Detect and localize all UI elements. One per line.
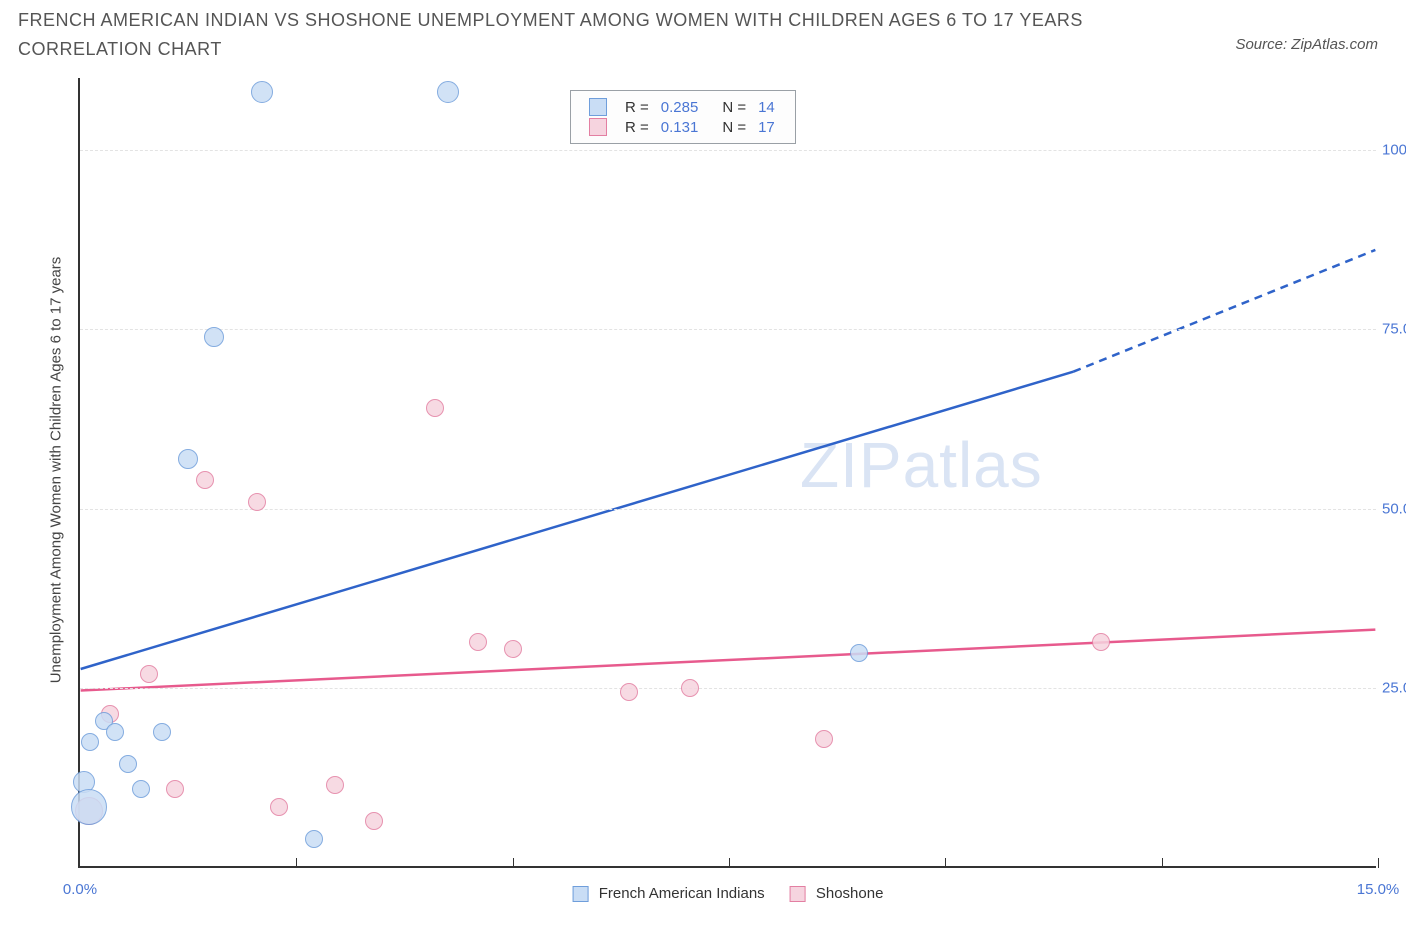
r-label: R = xyxy=(619,97,655,117)
trend-line xyxy=(81,372,1074,669)
swatch-series-b xyxy=(589,118,607,136)
gridline xyxy=(80,329,1376,330)
data-point-a xyxy=(437,81,459,103)
r-label: R = xyxy=(619,117,655,137)
chart-title: FRENCH AMERICAN INDIAN VS SHOSHONE UNEMP… xyxy=(18,6,1118,64)
source-attribution: Source: ZipAtlas.com xyxy=(1235,36,1378,53)
data-point-b xyxy=(620,683,638,701)
scatter-plot-area: ZIPatlas R = 0.285 N = 14 R = 0.131 N = … xyxy=(78,78,1376,868)
n-value-a: 14 xyxy=(752,97,781,117)
data-point-b xyxy=(196,471,214,489)
gridline xyxy=(80,688,1376,689)
data-point-b xyxy=(469,633,487,651)
data-point-a xyxy=(153,723,171,741)
data-point-a xyxy=(119,755,137,773)
data-point-b xyxy=(681,679,699,697)
data-point-b xyxy=(426,399,444,417)
data-point-a xyxy=(251,81,273,103)
data-point-b xyxy=(166,780,184,798)
data-point-a xyxy=(305,830,323,848)
legend-label-b: Shoshone xyxy=(816,885,884,902)
data-point-a xyxy=(204,327,224,347)
x-tick-label: 0.0% xyxy=(63,881,97,898)
trend-lines-layer xyxy=(80,78,1376,866)
series-legend: French American Indians Shoshone xyxy=(573,885,884,902)
data-point-a xyxy=(178,449,198,469)
r-value-b: 0.131 xyxy=(655,117,705,137)
gridline xyxy=(80,150,1376,151)
n-value-b: 17 xyxy=(752,117,781,137)
x-tick xyxy=(1162,858,1163,868)
data-point-a xyxy=(106,723,124,741)
x-tick xyxy=(513,858,514,868)
n-label: N = xyxy=(716,117,752,137)
trend-line xyxy=(1073,250,1375,372)
r-value-a: 0.285 xyxy=(655,97,705,117)
data-point-a xyxy=(850,644,868,662)
data-point-b xyxy=(1092,633,1110,651)
x-tick xyxy=(729,858,730,868)
x-tick xyxy=(945,858,946,868)
data-point-b xyxy=(365,812,383,830)
swatch-series-a xyxy=(573,886,589,902)
y-axis-label: Unemployment Among Women with Children A… xyxy=(48,257,65,684)
data-point-b xyxy=(270,798,288,816)
legend-row-series-a: R = 0.285 N = 14 xyxy=(583,97,781,117)
trend-line xyxy=(81,630,1376,691)
data-point-b xyxy=(815,730,833,748)
gridline xyxy=(80,509,1376,510)
x-tick-label: 15.0% xyxy=(1357,881,1400,898)
y-tick-label: 75.0% xyxy=(1382,321,1406,338)
correlation-legend: R = 0.285 N = 14 R = 0.131 N = 17 xyxy=(570,90,796,144)
data-point-a xyxy=(132,780,150,798)
swatch-series-b xyxy=(790,886,806,902)
y-tick-label: 25.0% xyxy=(1382,680,1406,697)
data-point-b xyxy=(140,665,158,683)
data-point-a xyxy=(71,789,107,825)
y-tick-label: 100.0% xyxy=(1382,141,1406,158)
swatch-series-a xyxy=(589,98,607,116)
x-tick xyxy=(1378,858,1379,868)
y-tick-label: 50.0% xyxy=(1382,500,1406,517)
n-label: N = xyxy=(716,97,752,117)
data-point-a xyxy=(81,733,99,751)
data-point-b xyxy=(326,776,344,794)
x-tick xyxy=(296,858,297,868)
watermark: ZIPatlas xyxy=(800,428,1043,502)
data-point-b xyxy=(504,640,522,658)
legend-row-series-b: R = 0.131 N = 17 xyxy=(583,117,781,137)
data-point-b xyxy=(248,493,266,511)
legend-label-a: French American Indians xyxy=(599,885,765,902)
